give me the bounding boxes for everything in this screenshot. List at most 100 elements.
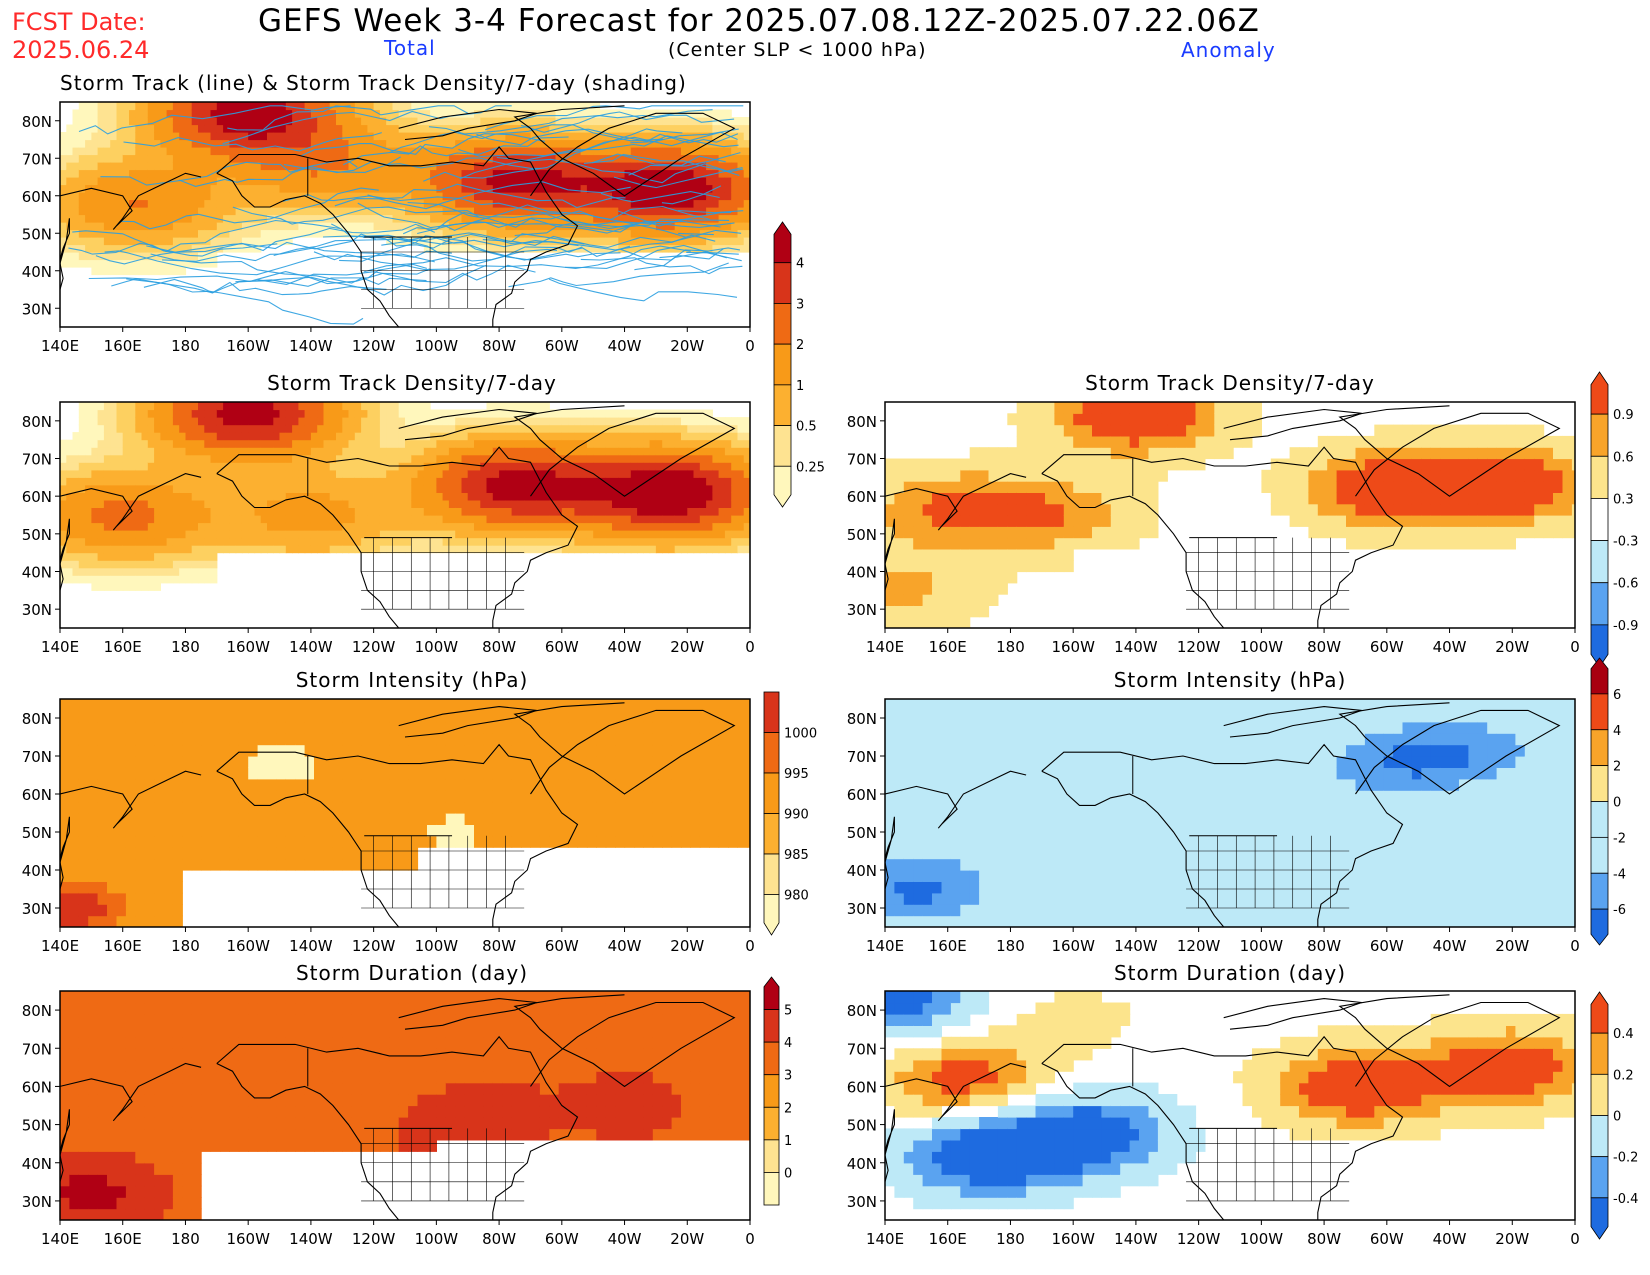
field-cell <box>561 409 569 418</box>
field-cell <box>737 507 745 516</box>
field-cell <box>310 545 318 554</box>
field-cell <box>66 477 74 486</box>
field-cell <box>179 545 187 554</box>
field-cell <box>310 424 318 433</box>
field-cell <box>505 545 513 554</box>
field-cell <box>885 560 895 573</box>
field-cell <box>988 571 999 584</box>
field-cell <box>599 147 607 156</box>
field-cell <box>310 507 318 516</box>
lon-tick-label: 160W <box>226 337 270 355</box>
field-cell <box>361 545 368 554</box>
field-cell <box>267 169 274 178</box>
field-cell <box>66 199 74 208</box>
field-cell <box>649 192 657 201</box>
field-cell <box>405 409 412 418</box>
field-cell <box>147 184 155 193</box>
field-cell <box>499 522 506 531</box>
field-cell <box>630 177 638 186</box>
field-cell <box>323 522 331 531</box>
field-cell <box>543 222 550 231</box>
field-cell <box>649 244 657 253</box>
field-cell <box>960 503 971 516</box>
field-cell <box>549 237 557 246</box>
field-cell <box>110 244 118 253</box>
field-cell <box>166 522 174 531</box>
field-cell <box>430 462 437 471</box>
field-cell <box>97 575 105 584</box>
field-cell <box>630 184 638 193</box>
field-cell <box>455 484 463 493</box>
field-cell <box>60 222 67 231</box>
field-cell <box>361 177 368 186</box>
field-cell <box>1016 548 1027 561</box>
field-cell <box>618 117 626 126</box>
field-cell <box>687 439 695 448</box>
field-cell <box>474 484 481 493</box>
field-cell <box>699 469 707 478</box>
field-cell <box>988 469 999 482</box>
field-cell <box>643 522 651 531</box>
field-cell <box>386 184 394 193</box>
field-cell <box>373 507 381 516</box>
field-cell <box>85 515 92 524</box>
field-cell <box>1035 447 1046 460</box>
field-cell <box>530 147 538 156</box>
field-cell <box>285 102 293 111</box>
field-cell <box>536 207 544 216</box>
field-cell <box>78 222 86 231</box>
field-cell <box>204 462 212 471</box>
field-cell <box>166 507 174 516</box>
field-cell <box>361 522 368 531</box>
field-cell <box>103 575 111 584</box>
field-cell <box>743 207 750 216</box>
field-cell <box>91 575 99 584</box>
field-cell <box>543 545 550 554</box>
field-cell <box>304 537 312 546</box>
field-cell <box>279 139 287 148</box>
field-cell <box>103 515 111 524</box>
field-cell <box>969 447 980 460</box>
field-cell <box>724 447 732 456</box>
field-cell <box>467 545 475 554</box>
field-cell <box>543 177 550 186</box>
field-cell <box>78 184 86 193</box>
field-cell <box>743 222 750 231</box>
field-cell <box>116 259 124 268</box>
field-cell <box>1035 492 1046 505</box>
lon-tick-label: 140W <box>289 638 333 656</box>
slp-criterion-label: (Center SLP < 1000 hPa) <box>668 39 927 61</box>
field-cell <box>662 492 670 501</box>
field-cell <box>448 139 456 148</box>
field-cell <box>248 477 256 486</box>
field-cell <box>342 417 350 426</box>
field-cell <box>78 237 86 246</box>
field-cell <box>662 117 670 126</box>
field-cell <box>273 484 281 493</box>
lon-tick-label: 140E <box>41 337 79 355</box>
field-cell <box>72 499 80 508</box>
field-cell <box>342 409 350 418</box>
field-cell <box>530 222 538 231</box>
field-cell <box>373 424 381 433</box>
field-cell <box>241 492 249 501</box>
field-cell <box>997 582 1008 595</box>
field-cell <box>66 259 74 268</box>
field-cell <box>731 237 739 246</box>
field-cell <box>116 507 124 516</box>
field-cell <box>172 222 180 231</box>
field-cell <box>78 575 86 584</box>
field-cell <box>204 214 212 223</box>
field-cell <box>210 432 218 441</box>
field-cell <box>229 402 237 411</box>
field-cell <box>267 117 274 126</box>
field-cell <box>198 477 205 486</box>
field-cell <box>649 124 657 133</box>
field-cell <box>172 567 180 576</box>
field-cell <box>417 229 425 238</box>
field-cell <box>379 222 387 231</box>
field-cell <box>988 515 999 527</box>
field-cell <box>273 169 281 178</box>
field-cell <box>185 560 193 569</box>
field-cell <box>66 447 74 456</box>
